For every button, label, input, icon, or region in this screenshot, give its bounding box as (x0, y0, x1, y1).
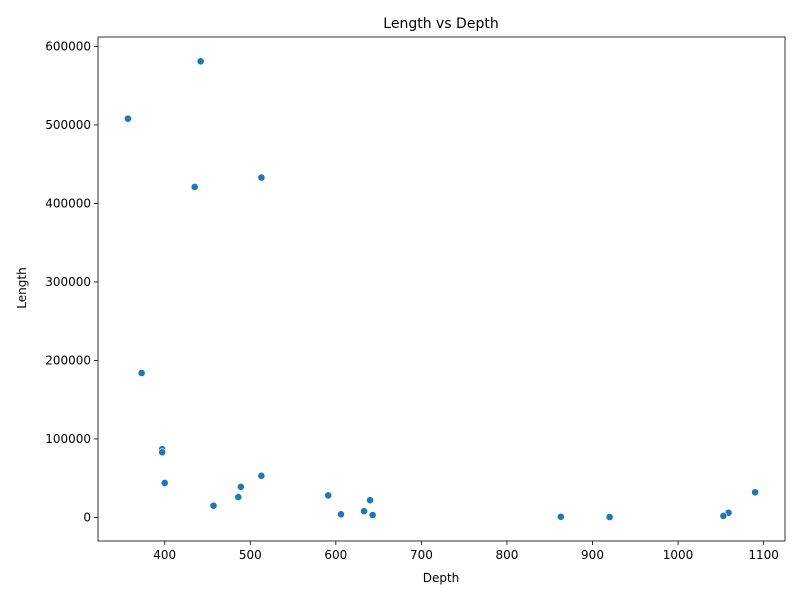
data-point (209, 501, 218, 510)
data-point (160, 479, 169, 487)
data-point (368, 511, 377, 519)
data-point (366, 496, 374, 505)
data-point (360, 507, 368, 516)
x-axis: 400 500 600 700 800 900 1000 1100 (153, 541, 779, 562)
x-tick-label: 500 (239, 548, 262, 562)
x-tick-label: 1100 (748, 548, 779, 562)
x-tick-label: 600 (324, 548, 347, 562)
data-point (137, 369, 146, 377)
data-point (257, 471, 266, 480)
y-tick-label: 0 (83, 510, 91, 524)
data-point (190, 183, 199, 191)
data-point (234, 493, 243, 501)
data-point (124, 114, 132, 123)
plot-frame (97, 36, 786, 542)
x-tick-label: 900 (581, 548, 604, 562)
y-tick-label: 400000 (45, 196, 91, 210)
y-axis-label: Length (15, 267, 29, 308)
chart-title: Length vs Depth (383, 16, 498, 32)
x-axis-label: Depth (423, 571, 460, 585)
y-tick-label: 200000 (45, 353, 91, 367)
data-point (751, 488, 759, 497)
plot-area (97, 36, 786, 542)
data-point (605, 513, 614, 521)
y-tick-label: 600000 (45, 39, 91, 53)
data-point (236, 482, 245, 491)
data-point (324, 491, 333, 500)
x-tick-label: 700 (410, 548, 433, 562)
data-point (257, 173, 266, 182)
y-tick-label: 300000 (45, 275, 91, 289)
y-tick-label: 100000 (45, 432, 91, 446)
data-point (337, 510, 345, 519)
data-point (196, 57, 205, 66)
data-point (556, 512, 565, 521)
x-tick-label: 400 (153, 548, 176, 562)
y-axis: 0 100000 200000 300000 400000 500000 600000 (45, 39, 98, 524)
data-point (719, 511, 728, 520)
x-tick-label: 800 (495, 548, 518, 562)
data-point (158, 448, 167, 457)
y-tick-label: 500000 (45, 118, 91, 132)
x-tick-label: 1000 (663, 548, 694, 562)
